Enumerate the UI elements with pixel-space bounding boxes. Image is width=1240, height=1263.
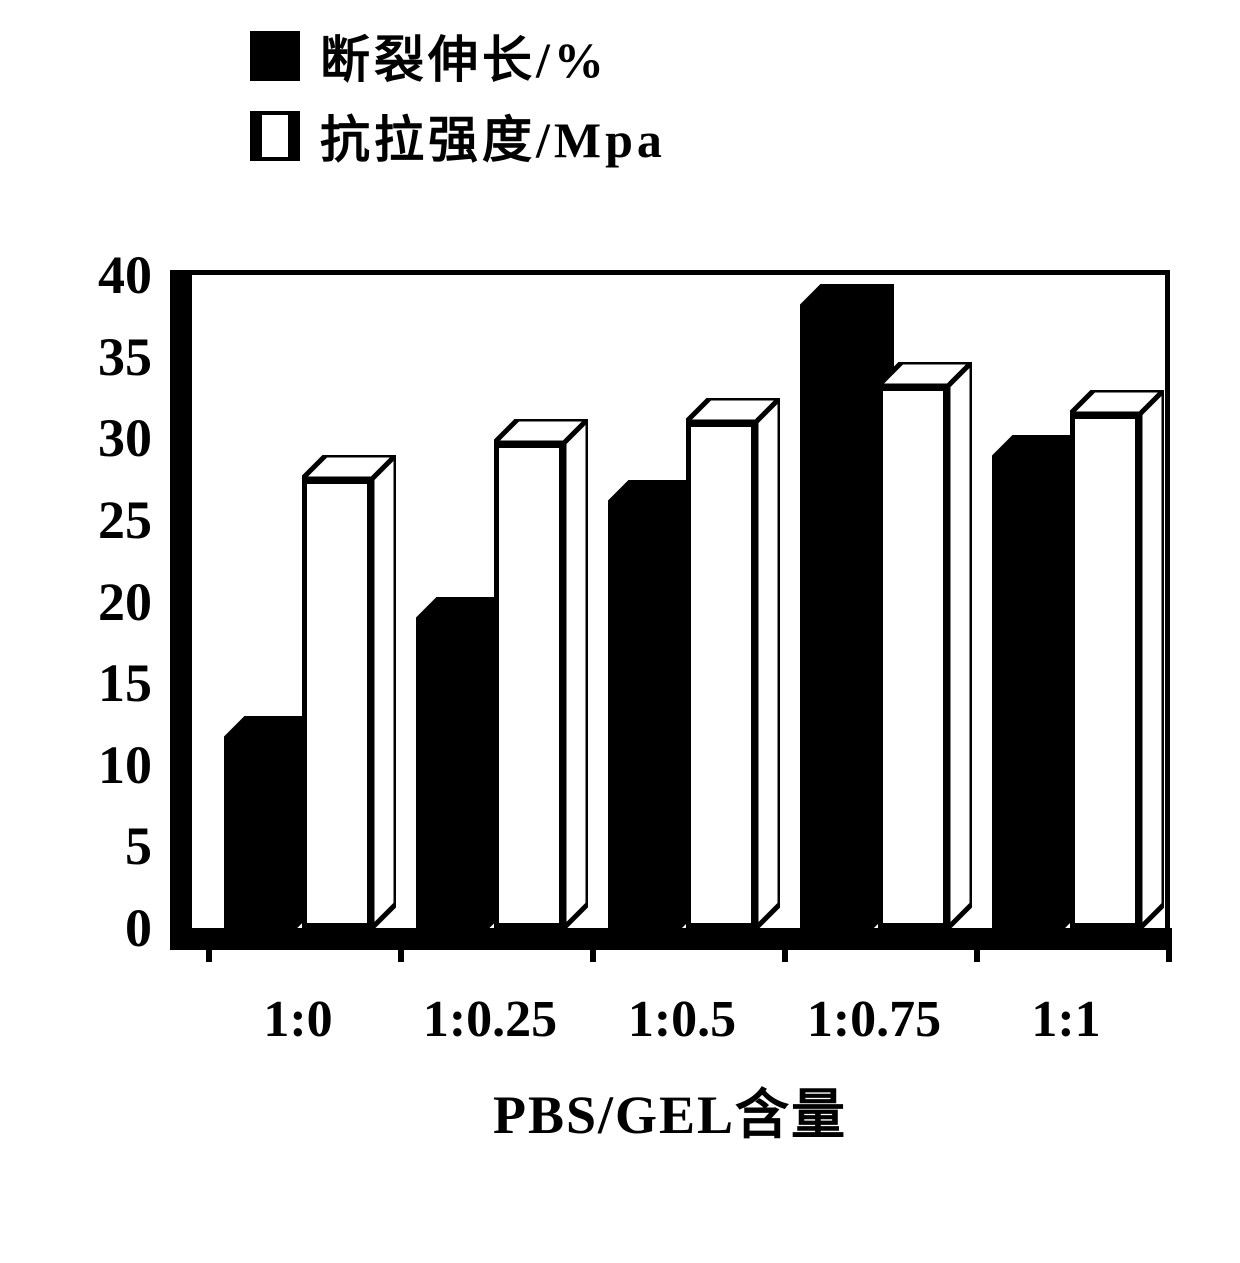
bar-series2: [1070, 414, 1140, 928]
legend-item-series1: 断裂伸长/%: [250, 20, 666, 92]
x-tick: [782, 928, 788, 962]
y-tick-label: 30: [60, 407, 170, 469]
bar-series1: [800, 308, 870, 928]
y-tick-label: 40: [60, 244, 170, 306]
page-root: 断裂伸长/% 抗拉强度/Mpa 05101520253035401:01:0.2…: [0, 0, 1240, 1263]
x-tick-label: 1:0.75: [807, 950, 941, 1049]
bar-series1: [224, 740, 294, 928]
bar-series1: [416, 621, 486, 928]
legend-label-series2: 抗拉强度/Mpa: [320, 100, 666, 172]
bar-series1: [992, 459, 1062, 928]
y-tick-label: 35: [60, 326, 170, 388]
bar-series1: [608, 504, 678, 928]
legend-item-series2: 抗拉强度/Mpa: [250, 100, 666, 172]
y-tick-label: 25: [60, 489, 170, 551]
plot-border-right: [1165, 270, 1170, 950]
plot-border-left: [170, 270, 192, 950]
x-axis-title: PBS/GEL含量: [170, 1070, 1170, 1149]
bar-series2: [686, 422, 756, 928]
x-tick-label: 1:1: [1031, 950, 1100, 1049]
x-tick: [974, 928, 980, 962]
plot-frame: 05101520253035401:01:0.251:0.51:0.751:1: [170, 270, 1170, 950]
plot-border-bottom: [170, 928, 1170, 950]
legend-swatch-filled-icon: [250, 31, 300, 81]
legend-label-series1: 断裂伸长/%: [320, 20, 608, 92]
legend: 断裂伸长/% 抗拉强度/Mpa: [250, 20, 666, 180]
bars-container: [192, 275, 1165, 928]
x-tick: [398, 928, 404, 962]
bar-series2: [302, 479, 372, 928]
x-tick-label: 1:0.25: [423, 950, 557, 1049]
x-tick: [206, 928, 212, 962]
bar-series2: [494, 443, 564, 928]
chart-area: 05101520253035401:01:0.251:0.51:0.751:1 …: [40, 260, 1200, 1040]
y-tick-label: 15: [60, 652, 170, 714]
y-tick-label: 0: [60, 897, 170, 959]
y-tick-label: 20: [60, 571, 170, 633]
x-tick-label: 1:0: [263, 950, 332, 1049]
x-tick-label: 1:0.5: [628, 950, 736, 1049]
y-tick-label: 10: [60, 734, 170, 796]
x-tick: [1166, 928, 1172, 962]
y-tick-label: 5: [60, 815, 170, 877]
legend-swatch-hollow-icon: [250, 111, 300, 161]
bar-series2: [878, 386, 948, 928]
x-tick: [590, 928, 596, 962]
